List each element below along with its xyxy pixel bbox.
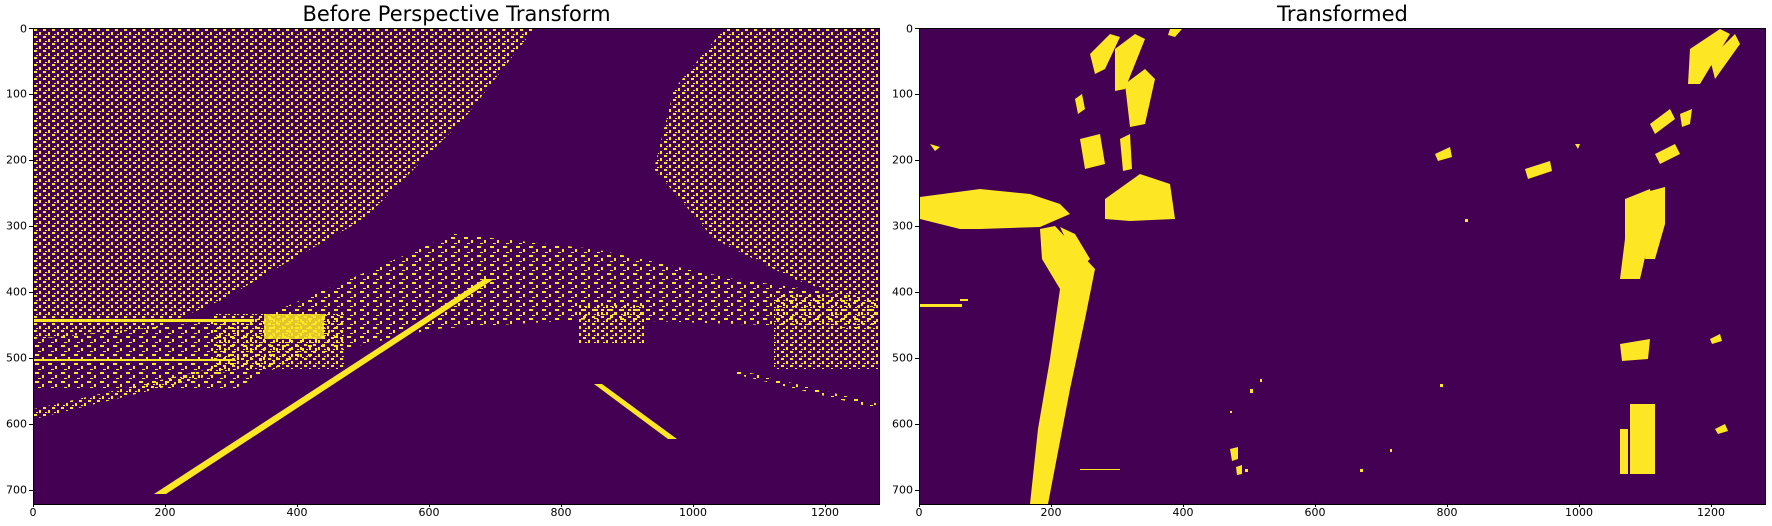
left-y-tick: 500	[6, 351, 27, 365]
left-y-tick: 700	[6, 483, 27, 497]
right-y-tick: 600	[892, 417, 913, 431]
right-x-tick: 1200	[1697, 506, 1725, 519]
left-x-tick: 0	[29, 506, 37, 519]
left-binary-image	[33, 28, 880, 505]
right-y-tick: 0	[906, 22, 913, 36]
right-y-tick: 200	[892, 153, 913, 167]
left-image-svg	[34, 29, 879, 504]
left-y-tick: 400	[6, 285, 27, 299]
left-x-tick: 600	[418, 506, 440, 519]
right-y-tick: 300	[892, 219, 913, 233]
left-y-tick: 0	[20, 22, 27, 36]
left-panel: Before Perspective Transform	[6, 0, 880, 526]
left-x-tick: 200	[154, 506, 176, 519]
right-panel-title: Transformed	[1277, 2, 1408, 26]
left-x-tick: 1200	[811, 506, 839, 519]
right-x-tick: 200	[1040, 506, 1062, 519]
left-y-tick: 300	[6, 219, 27, 233]
left-y-tick: 600	[6, 417, 27, 431]
left-x-tick: 400	[286, 506, 308, 519]
left-x-tick: 800	[550, 506, 572, 519]
right-panel: Transformed	[892, 0, 1766, 526]
right-x-tick: 800	[1436, 506, 1458, 519]
left-y-tick: 200	[6, 153, 27, 167]
right-image-svg	[920, 29, 1765, 504]
right-x-tick: 600	[1304, 506, 1326, 519]
left-y-tick: 100	[6, 87, 27, 101]
right-y-tick: 500	[892, 351, 913, 365]
left-panel-title: Before Perspective Transform	[302, 2, 611, 26]
right-x-tick: 400	[1172, 506, 1194, 519]
right-y-tick: 100	[892, 87, 913, 101]
right-y-tick: 400	[892, 285, 913, 299]
right-y-tick: 700	[892, 483, 913, 497]
right-x-tick: 1000	[1565, 506, 1593, 519]
right-x-tick: 0	[915, 506, 923, 519]
left-x-tick: 1000	[679, 506, 707, 519]
right-binary-image	[919, 28, 1766, 505]
